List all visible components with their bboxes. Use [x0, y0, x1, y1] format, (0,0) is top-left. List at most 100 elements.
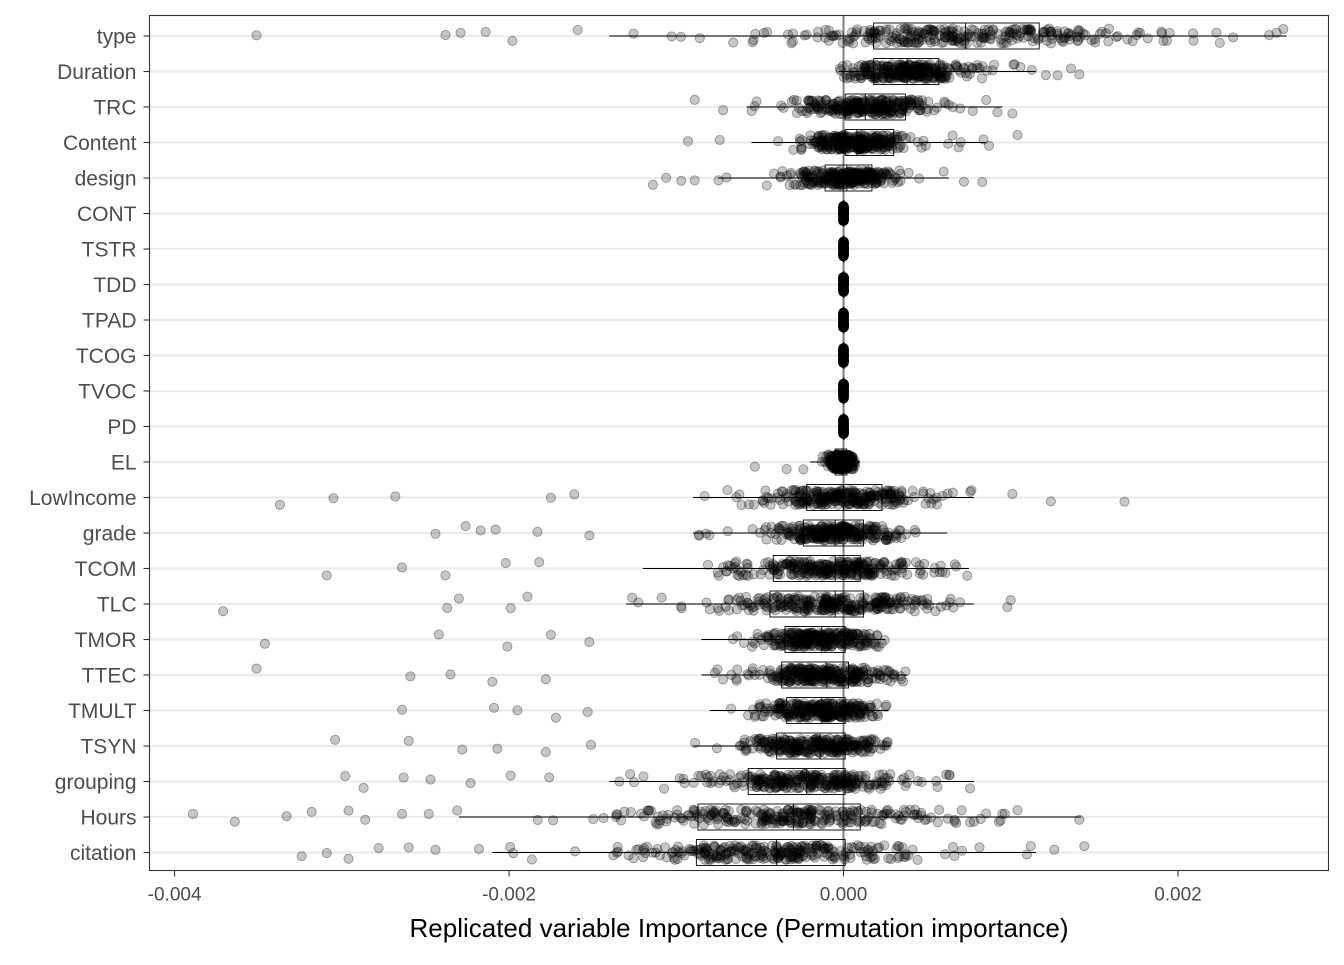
data-point-type — [1229, 33, 1238, 42]
data-point-TRC — [982, 95, 991, 104]
data-point-EL — [799, 465, 808, 474]
data-point-TCOM — [806, 556, 815, 565]
data-point-LowIncome — [848, 496, 857, 505]
data-point-Content — [795, 134, 804, 143]
data-point-TLC — [705, 605, 714, 614]
data-point-LowIncome — [890, 486, 899, 495]
data-point-type — [813, 33, 822, 42]
data-point-type — [1002, 38, 1011, 47]
data-point-TCOM — [802, 571, 811, 580]
data-point-type — [456, 28, 465, 37]
data-point-EL — [782, 464, 791, 473]
data-point-TLC — [923, 594, 932, 603]
data-point-TRC — [787, 97, 796, 106]
data-point-grade — [476, 526, 485, 535]
data-point-TMOR — [877, 639, 886, 648]
data-point-TLC — [896, 604, 905, 613]
data-point-Duration — [1075, 70, 1084, 79]
data-point-type — [892, 31, 901, 40]
data-point-TLC — [885, 594, 894, 603]
data-point-type — [1023, 25, 1032, 34]
data-point-TLC — [857, 605, 866, 614]
data-point-Duration — [1010, 60, 1019, 69]
data-point-grade — [814, 533, 823, 542]
data-point-Content — [858, 135, 867, 144]
data-point-type — [1215, 38, 1224, 47]
data-point-TLC — [218, 607, 227, 616]
data-point-design — [915, 174, 924, 183]
data-point-design — [904, 168, 913, 177]
data-point-design — [662, 173, 671, 182]
data-point-TRC — [832, 104, 841, 113]
data-point-TRC — [893, 98, 902, 107]
data-point-grade — [779, 521, 788, 530]
data-point-grade — [761, 523, 770, 532]
data-point-grade — [585, 531, 594, 540]
data-point-TLC — [677, 604, 686, 613]
data-point-Content — [839, 131, 848, 140]
data-point-TCOM — [911, 558, 920, 567]
data-point-TLC — [454, 594, 463, 603]
data-point-type — [845, 34, 854, 43]
data-point-TCOM — [903, 570, 912, 579]
data-point-design — [690, 176, 699, 185]
data-point-TRC — [993, 108, 1002, 117]
data-point-TMOR — [807, 640, 816, 649]
data-point-design — [891, 173, 900, 182]
data-point-design — [796, 181, 805, 190]
data-point-grade — [431, 529, 440, 538]
data-point-design — [852, 175, 861, 184]
data-point-TCOM — [866, 569, 875, 578]
data-point-Content — [815, 143, 824, 152]
data-point-Content — [944, 139, 953, 148]
data-point-grade — [911, 528, 920, 537]
data-point-TLC — [946, 594, 955, 603]
data-point-LowIncome — [700, 491, 709, 500]
data-point-TMOR — [260, 639, 269, 648]
data-point-type — [929, 34, 938, 43]
data-point-Duration — [924, 71, 933, 80]
data-point-grade — [861, 524, 870, 533]
data-point-LowIncome — [820, 489, 829, 498]
data-point-type — [1079, 29, 1088, 38]
data-point-grade — [694, 530, 703, 539]
data-point-TMOR — [546, 630, 555, 639]
data-point-LowIncome — [798, 486, 807, 495]
data-point-TLC — [901, 592, 910, 601]
data-point-Content — [948, 131, 957, 140]
data-point-TRC — [907, 101, 916, 110]
data-point-type — [1087, 36, 1096, 45]
data-point-TCOM — [501, 558, 510, 567]
data-point-LowIncome — [896, 495, 905, 504]
data-point-design — [841, 168, 850, 177]
data-point-Duration — [883, 73, 892, 82]
data-point-LowIncome — [787, 486, 796, 495]
data-point-TLC — [818, 604, 827, 613]
data-point-TLC — [657, 593, 666, 602]
data-point-TRC — [924, 97, 933, 106]
data-point-grade — [748, 524, 757, 533]
data-point-type — [1157, 27, 1166, 36]
data-point-Duration — [1041, 71, 1050, 80]
data-point-grade — [804, 526, 813, 535]
data-point-type — [1188, 29, 1197, 38]
data-point-Duration — [889, 66, 898, 75]
data-point-TCOM — [789, 559, 798, 568]
data-point-TRC — [853, 98, 862, 107]
data-point-design — [648, 180, 657, 189]
data-point-type — [1042, 36, 1051, 45]
data-point-type — [821, 25, 830, 34]
data-point-type — [1279, 24, 1288, 33]
data-point-design — [799, 167, 808, 176]
data-point-TCOM — [854, 561, 863, 570]
data-point-type — [1040, 27, 1049, 36]
data-point-type — [800, 31, 809, 40]
data-point-TRC — [842, 105, 851, 114]
data-point-type — [923, 25, 932, 34]
data-point-type — [985, 34, 994, 43]
data-point-grade — [853, 533, 862, 542]
data-point-type — [969, 26, 978, 35]
data-point-type — [695, 34, 704, 43]
data-point-grade — [533, 527, 542, 536]
data-point-TMOR — [802, 629, 811, 638]
